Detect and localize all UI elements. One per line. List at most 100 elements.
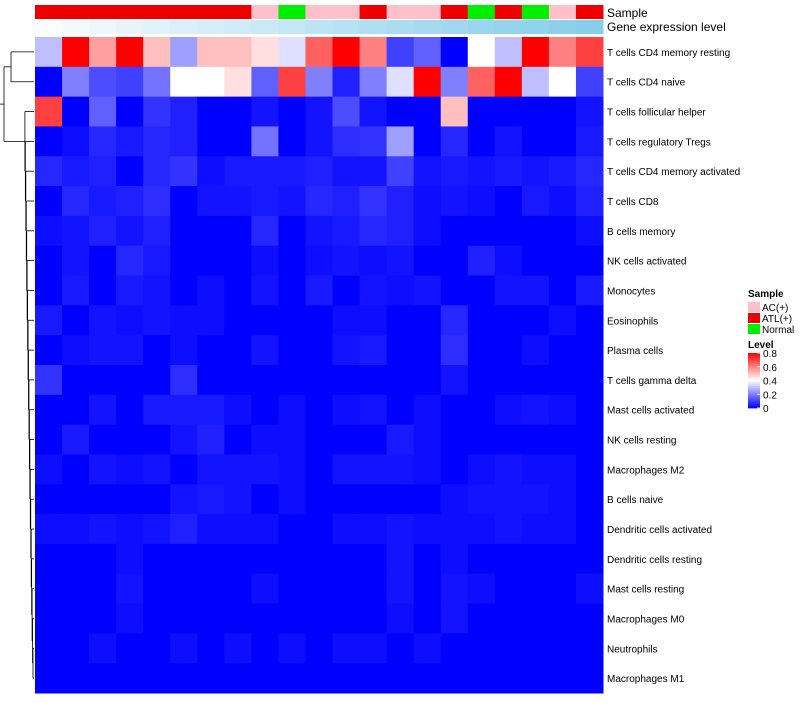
legend-color-step — [748, 406, 760, 409]
sample-annotation-cell — [467, 5, 496, 19]
heatmap-cell — [359, 156, 388, 187]
heatmap-cell — [35, 394, 63, 426]
heatmap-cell — [305, 186, 334, 217]
heatmap-cell — [143, 37, 171, 68]
sample-annotation-cell — [170, 5, 198, 19]
legend-color-step — [748, 400, 760, 403]
heatmap-cell — [35, 663, 63, 694]
heatmap-cell — [332, 215, 361, 247]
heatmap-cell — [116, 126, 144, 157]
heatmap-cell — [143, 156, 171, 187]
heatmap-cell — [251, 633, 279, 664]
heatmap-cell — [170, 156, 198, 187]
heatmap-cell — [305, 245, 334, 277]
heatmap-cell — [251, 603, 279, 634]
heatmap-cell — [332, 365, 361, 396]
heatmap-cell — [89, 394, 117, 426]
heatmap-cell — [521, 275, 550, 306]
heatmap-cell — [467, 215, 496, 247]
heatmap-cell — [89, 663, 117, 694]
heatmap-cell — [89, 365, 117, 396]
heatmap-cell — [305, 484, 334, 515]
legend-color-step — [748, 373, 760, 376]
heatmap-cell — [440, 484, 469, 515]
heatmap-cell — [359, 365, 388, 396]
heatmap-cell — [440, 245, 469, 277]
heatmap-cell — [305, 394, 334, 426]
heatmap-cell — [575, 484, 604, 515]
heatmap-cell — [494, 186, 523, 217]
heatmap-cell — [332, 245, 361, 277]
heatmap-cell — [35, 156, 63, 187]
sample-annotation-cell — [332, 5, 361, 19]
legend-color-step — [748, 360, 760, 363]
heatmap-cell — [467, 663, 496, 694]
heatmap-cell — [143, 543, 171, 575]
heatmap-cell — [35, 96, 63, 127]
heatmap-cell — [116, 603, 144, 634]
heatmap-cell — [521, 186, 550, 217]
heatmap-cell — [359, 394, 388, 426]
legend: Sample AC(+)ATL(+)Normal Level 0.8 0.6 0.4… — [748, 289, 794, 415]
row-label: Mast cells resting — [607, 585, 684, 596]
heatmap-cell — [170, 215, 198, 247]
heatmap-cell — [35, 573, 63, 605]
heatmap-cell — [251, 96, 279, 127]
heatmap-cell — [359, 275, 388, 306]
annotation-label-gene-expression: Gene expression level — [607, 20, 726, 34]
heatmap-cell — [386, 275, 415, 306]
heatmap-cell — [305, 275, 334, 306]
heatmap-cell — [116, 156, 144, 187]
legend-sample-entries: AC(+)ATL(+)Normal — [748, 302, 794, 336]
heatmap-cell — [278, 96, 306, 127]
heatmap-cell — [359, 126, 388, 157]
legend-color-step — [748, 386, 760, 389]
heatmap-cell — [386, 66, 415, 98]
heatmap-cell — [386, 335, 415, 366]
heatmap-cell — [332, 305, 361, 336]
heatmap-cell — [494, 335, 523, 366]
legend-color-step — [748, 382, 760, 385]
heatmap-cell — [521, 424, 550, 455]
heatmap-cell — [278, 484, 306, 515]
heatmap-cell — [251, 305, 279, 336]
heatmap-cell — [494, 215, 523, 247]
row-label: Plasma cells — [607, 346, 663, 357]
row-label: B cells memory — [607, 227, 675, 238]
heatmap-cell — [278, 663, 306, 694]
legend-color-step — [748, 391, 760, 394]
heatmap-cell — [62, 335, 90, 366]
gene-expression-annotation-cell — [143, 20, 171, 34]
heatmap-cell — [386, 484, 415, 515]
row-label: T cells CD4 naive — [607, 78, 686, 89]
heatmap-cell — [413, 365, 442, 396]
heatmap-cell — [35, 365, 63, 396]
legend-level-ticks: 0.8 0.6 0.4 0.2 0 — [757, 349, 777, 415]
heatmap-cell — [170, 573, 198, 605]
sample-annotation-cell — [494, 5, 523, 19]
heatmap-cell — [494, 275, 523, 306]
heatmap-cell — [332, 96, 361, 127]
legend-color-step — [748, 375, 760, 378]
heatmap-cell — [251, 215, 279, 247]
heatmap-cell — [548, 454, 577, 485]
heatmap-cell — [332, 633, 361, 664]
annotation-labels: Sample Gene expression level — [607, 6, 726, 34]
gene-expression-annotation-cell — [548, 20, 577, 34]
heatmap-cell — [494, 663, 523, 694]
heatmap-cell — [332, 66, 361, 98]
heatmap-cell — [170, 275, 198, 306]
heatmap-cell — [440, 66, 469, 98]
heatmap-cell — [278, 215, 306, 247]
heatmap-cell — [305, 365, 334, 396]
legend-color-step — [748, 380, 760, 383]
heatmap-cell — [305, 454, 334, 485]
heatmap-cell — [197, 275, 225, 306]
legend-sample-swatch — [748, 313, 760, 323]
heatmap-cell — [143, 514, 171, 545]
heatmap-cell — [494, 305, 523, 336]
sample-annotation-cell — [521, 5, 550, 19]
heatmap-cell — [62, 633, 90, 664]
heatmap-cell — [35, 186, 63, 217]
